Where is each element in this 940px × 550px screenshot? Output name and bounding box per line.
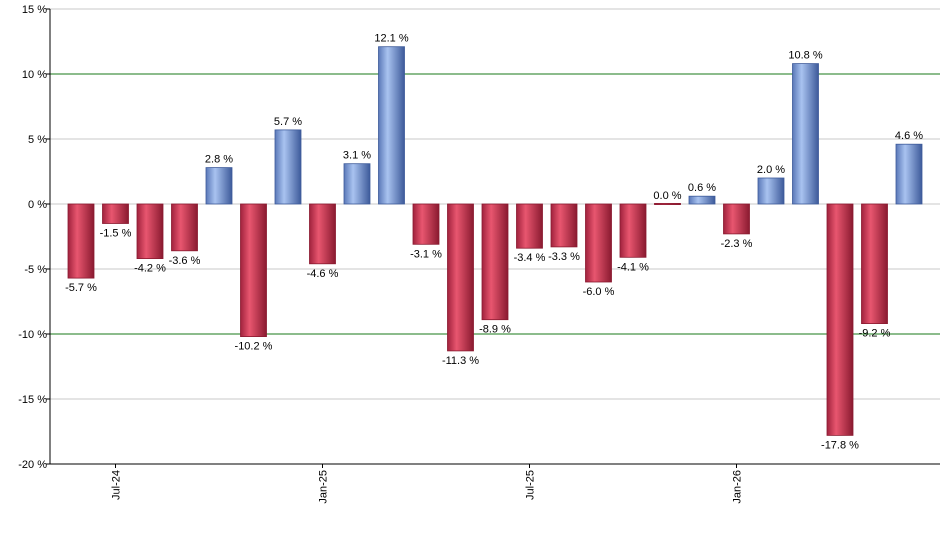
bar-value-label: 0.6 % bbox=[688, 182, 716, 194]
bar-value-label: -4.2 % bbox=[134, 263, 166, 275]
bar-value-label: 12.1 % bbox=[374, 33, 408, 45]
bar bbox=[171, 203, 198, 252]
bar-value-label: 3.1 % bbox=[343, 150, 371, 162]
bar-value-label: -3.3 % bbox=[548, 251, 580, 263]
axes: 15 % 10 % 5 % 0 % -5 % -10 % -15 % -20 % Jul-24 J… bbox=[18, 4, 940, 504]
bar bbox=[309, 203, 336, 265]
bar-value-label: -2.3 % bbox=[721, 238, 753, 250]
bar-value-label: -3.6 % bbox=[169, 255, 201, 267]
bar bbox=[723, 203, 750, 235]
y-tick-label: -15 % bbox=[18, 394, 47, 406]
x-tick-label: Jan-26 bbox=[732, 470, 744, 504]
y-tick-label: -5 % bbox=[24, 264, 47, 276]
bar bbox=[343, 163, 371, 205]
bar-value-label: -1.5 % bbox=[100, 228, 132, 240]
bar-value-label: -11.3 % bbox=[442, 355, 479, 367]
bar-value-label: -9.2 % bbox=[859, 328, 891, 340]
bar bbox=[550, 203, 578, 248]
bar-value-label: -3.1 % bbox=[410, 248, 442, 260]
bar bbox=[688, 195, 716, 205]
bar bbox=[240, 203, 267, 338]
bar-value-label: 4.6 % bbox=[895, 130, 923, 142]
bar bbox=[619, 203, 647, 258]
y-tick-label: 10 % bbox=[22, 69, 47, 81]
bar bbox=[447, 203, 474, 352]
bar bbox=[654, 202, 681, 205]
bar-value-label: 5.7 % bbox=[274, 116, 302, 128]
bar bbox=[826, 203, 854, 436]
bar bbox=[585, 203, 612, 283]
bar bbox=[274, 129, 302, 205]
y-tick-label: -10 % bbox=[18, 329, 47, 341]
bar bbox=[757, 177, 785, 205]
bar bbox=[67, 203, 95, 279]
bar-value-label: -10.2 % bbox=[235, 341, 273, 353]
x-tick-label: Jan-25 bbox=[318, 470, 330, 504]
bar bbox=[102, 203, 129, 224]
bar-value-label: -3.4 % bbox=[514, 252, 546, 264]
bar bbox=[136, 203, 164, 259]
bar bbox=[378, 46, 405, 205]
x-tick-label: Jul-24 bbox=[111, 470, 123, 500]
y-tick-label: 15 % bbox=[22, 4, 47, 16]
bar bbox=[895, 143, 923, 205]
y-tick-label: 5 % bbox=[28, 134, 47, 146]
data-labels: -5.7 % -1.5 % -4.2 %-3.6 % 2.8 % -10.2 % 5.7 … bbox=[65, 33, 923, 452]
bar bbox=[516, 203, 543, 249]
bar-value-label: 2.8 % bbox=[205, 154, 233, 166]
x-tick-label: Jul-25 bbox=[525, 470, 537, 500]
bar-value-label: 10.8 % bbox=[788, 50, 822, 62]
bar bbox=[412, 203, 440, 245]
bars bbox=[67, 46, 923, 436]
bar-value-label: 2.0 % bbox=[757, 164, 785, 176]
y-tick-label: -20 % bbox=[18, 459, 47, 471]
bar bbox=[861, 203, 888, 324]
bar bbox=[792, 63, 819, 205]
bar bbox=[205, 167, 233, 205]
bar-value-label: -4.1 % bbox=[617, 261, 649, 273]
bar-value-label: -5.7 % bbox=[65, 282, 97, 294]
bar-value-label: -6.0 % bbox=[583, 286, 615, 298]
bar-value-label: -8.9 % bbox=[479, 324, 511, 336]
bar bbox=[481, 203, 509, 321]
bar-value-label: -17.8 % bbox=[821, 439, 859, 451]
bar-value-label: 0.0 % bbox=[653, 190, 681, 202]
y-tick-label: 0 % bbox=[28, 199, 47, 211]
bar-value-label: -4.6 % bbox=[307, 268, 339, 280]
